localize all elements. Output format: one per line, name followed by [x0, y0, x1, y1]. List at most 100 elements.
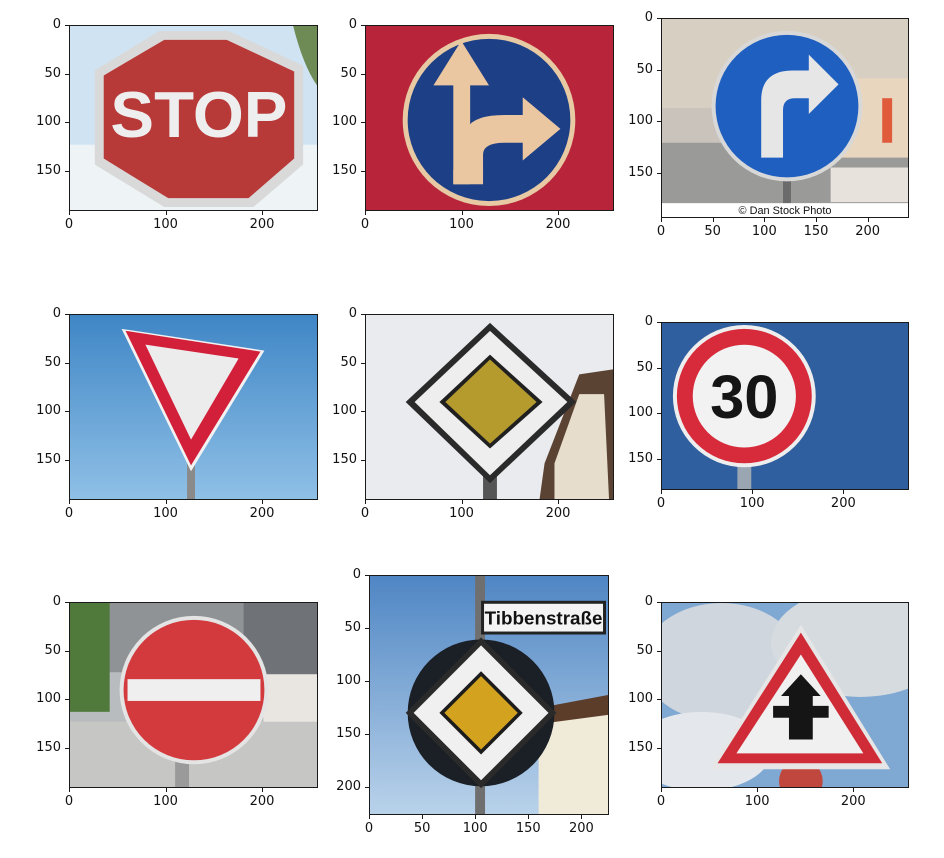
- y-tick-label: 100: [36, 691, 61, 706]
- x-tick-label: 0: [360, 217, 370, 232]
- y-tick-label: 0: [644, 594, 653, 609]
- speed-limit-image: 30: [661, 322, 909, 490]
- x-tick-mark: [461, 500, 463, 504]
- y-tick-label: 100: [36, 114, 61, 129]
- y-tick-label: 100: [36, 403, 61, 418]
- y-tick-mark: [361, 314, 365, 315]
- x-tick-label: 200: [249, 794, 275, 809]
- x-tick-label: 100: [462, 821, 488, 836]
- x-tick-label: 100: [153, 794, 178, 809]
- y-tick-mark: [65, 25, 69, 26]
- x-tick-mark: [365, 211, 366, 215]
- y-tick-label: 50: [636, 359, 653, 375]
- y-tick-mark: [65, 73, 69, 75]
- x-tick-label: 200: [545, 217, 571, 232]
- x-tick-mark: [558, 211, 560, 215]
- y-tick-label: 150: [336, 726, 361, 741]
- y-tick-mark: [361, 459, 365, 461]
- y-tick-mark: [65, 122, 69, 123]
- y-tick-label: 150: [36, 451, 61, 467]
- x-tick-label: 0: [656, 224, 666, 239]
- x-tick-mark: [853, 788, 855, 792]
- y-tick-label: 0: [52, 594, 61, 609]
- x-tick-mark: [69, 211, 70, 215]
- x-tick-label: 200: [249, 506, 275, 521]
- stop-sign-text: STOP: [110, 78, 287, 151]
- x-tick-mark: [69, 500, 70, 504]
- y-tick-label: 100: [332, 403, 357, 418]
- x-tick-mark: [165, 500, 167, 504]
- turn-right-image: © Dan Stock Photo: [661, 18, 909, 218]
- y-tick-mark: [361, 73, 365, 75]
- y-tick-label: 50: [636, 642, 653, 658]
- y-tick-label: 150: [628, 450, 653, 466]
- x-tick-label: 0: [364, 821, 374, 836]
- yield-sign-image: [69, 314, 318, 500]
- y-tick-mark: [365, 575, 369, 576]
- y-tick-mark: [657, 747, 661, 749]
- x-tick-mark: [262, 500, 264, 504]
- x-tick-mark: [369, 815, 370, 819]
- y-tick-label: 50: [44, 642, 61, 658]
- x-tick-mark: [475, 815, 477, 819]
- x-tick-label: 150: [803, 224, 829, 239]
- x-tick-mark: [712, 218, 714, 222]
- y-tick-label: 150: [36, 162, 61, 178]
- x-tick-label: 100: [744, 794, 770, 809]
- x-tick-label: 100: [153, 217, 178, 232]
- y-tick-label: 50: [44, 65, 61, 81]
- y-tick-mark: [657, 650, 661, 652]
- watermark-text: © Dan Stock Photo: [739, 205, 832, 217]
- y-tick-label: 100: [628, 405, 653, 420]
- x-tick-label: 100: [739, 496, 765, 511]
- y-tick-label: 50: [344, 620, 361, 635]
- y-tick-label: 150: [332, 162, 357, 178]
- y-tick-mark: [361, 122, 365, 123]
- x-tick-mark: [764, 218, 766, 222]
- x-tick-label: 0: [656, 496, 666, 511]
- y-tick-label: 50: [340, 65, 357, 81]
- x-tick-mark: [661, 788, 662, 792]
- y-tick-label: 100: [628, 113, 653, 128]
- y-tick-mark: [65, 602, 69, 603]
- y-tick-label: 0: [644, 314, 653, 329]
- y-tick-label: 100: [336, 673, 361, 688]
- y-tick-label: 0: [644, 10, 653, 25]
- x-tick-mark: [69, 788, 70, 792]
- y-tick-mark: [365, 787, 369, 788]
- x-tick-label: 200: [545, 506, 571, 521]
- x-tick-mark: [816, 218, 817, 222]
- y-tick-mark: [65, 459, 69, 461]
- y-tick-label: 100: [628, 691, 653, 706]
- y-tick-label: 50: [44, 354, 61, 370]
- x-tick-label: 50: [704, 224, 721, 239]
- y-tick-mark: [365, 681, 369, 682]
- x-tick-label: 200: [249, 217, 275, 232]
- x-tick-mark: [365, 500, 366, 504]
- y-tick-label: 50: [636, 61, 653, 77]
- y-tick-mark: [65, 170, 69, 172]
- y-tick-mark: [657, 413, 661, 414]
- y-tick-mark: [657, 699, 661, 700]
- y-tick-label: 200: [336, 779, 361, 794]
- no-entry-image: [69, 602, 318, 788]
- y-tick-mark: [657, 367, 661, 369]
- x-tick-mark: [165, 211, 167, 215]
- x-tick-label: 200: [855, 224, 881, 239]
- y-tick-mark: [65, 650, 69, 652]
- x-tick-label: 200: [568, 821, 594, 836]
- y-tick-label: 0: [348, 306, 357, 321]
- x-tick-label: 0: [656, 794, 666, 809]
- y-tick-mark: [65, 699, 69, 700]
- y-tick-mark: [657, 322, 661, 323]
- x-tick-label: 200: [830, 496, 856, 511]
- x-tick-mark: [262, 788, 264, 792]
- x-tick-mark: [422, 815, 424, 819]
- y-tick-mark: [65, 314, 69, 315]
- x-tick-mark: [461, 211, 463, 215]
- y-tick-mark: [361, 411, 365, 412]
- y-tick-mark: [657, 172, 661, 174]
- x-tick-mark: [867, 218, 869, 222]
- street-name-plate: Tibbenstraße: [485, 608, 603, 629]
- x-tick-mark: [843, 490, 845, 494]
